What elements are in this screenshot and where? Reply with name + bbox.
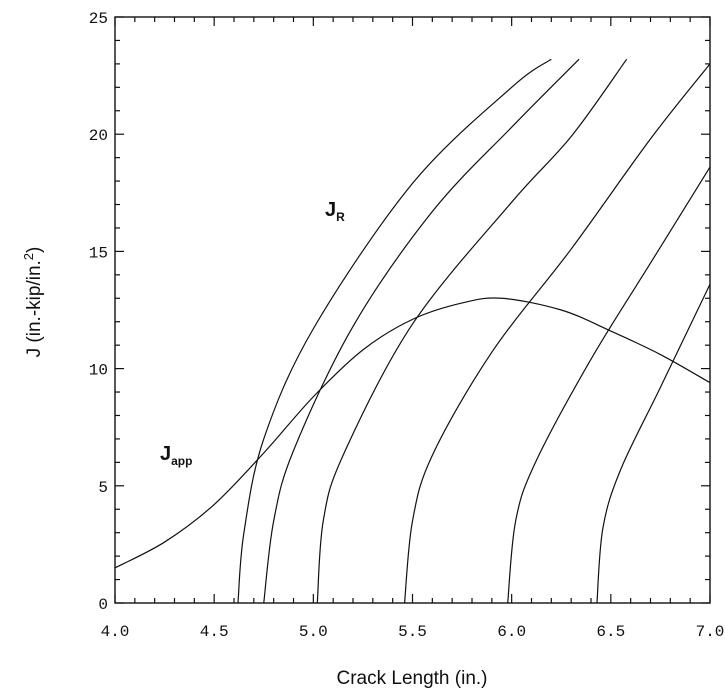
annotation-japp: Japp xyxy=(160,443,192,468)
jr-curve-3 xyxy=(316,58,628,604)
annotation-jr: JR xyxy=(325,199,345,224)
annotation-jr-base: J xyxy=(325,199,336,221)
x-tick-label: 4.0 xyxy=(101,623,130,641)
y-tick-label: 10 xyxy=(89,362,108,380)
x-tick-labels: 4.0 4.5 5.0 5.5 6.0 6.5 7.0 xyxy=(101,623,725,641)
japp-curve xyxy=(114,297,711,569)
y-axis-title-sup: 2 xyxy=(21,253,36,260)
y-tick-label: 20 xyxy=(89,127,108,145)
y-axis-title-close: ) xyxy=(24,247,45,253)
y-tick-label: 5 xyxy=(98,479,108,497)
jr-curve-6 xyxy=(596,283,711,604)
jr-curve-2 xyxy=(263,58,580,604)
y-tick-label: 15 xyxy=(89,244,108,262)
x-tick-label: 6.5 xyxy=(596,623,625,641)
annotation-japp-base: J xyxy=(160,443,171,465)
y-tick-label: 25 xyxy=(89,10,108,28)
x-tick-label: 6.0 xyxy=(497,623,526,641)
y-axis-title: J (in.-kip/in.2) xyxy=(21,247,45,358)
x-axis-title: Crack Length (in.) xyxy=(336,668,487,689)
annotation-jr-sub: R xyxy=(336,210,345,224)
y-axis-title-main: J (in.-kip/in. xyxy=(24,260,45,357)
annotation-japp-sub: app xyxy=(171,454,192,468)
y-tick-label: 0 xyxy=(98,596,108,614)
x-tick-label: 5.0 xyxy=(299,623,328,641)
jr-curve-4 xyxy=(403,63,711,604)
y-tick-labels: 0 5 10 15 20 25 xyxy=(89,10,108,614)
curves xyxy=(114,58,711,604)
x-tick-label: 7.0 xyxy=(696,623,725,641)
jr-curve-5 xyxy=(507,166,711,604)
axis-ticks xyxy=(114,16,711,604)
x-tick-label: 5.5 xyxy=(398,623,427,641)
jr-curve-1 xyxy=(237,58,552,604)
x-tick-label: 4.5 xyxy=(200,623,229,641)
